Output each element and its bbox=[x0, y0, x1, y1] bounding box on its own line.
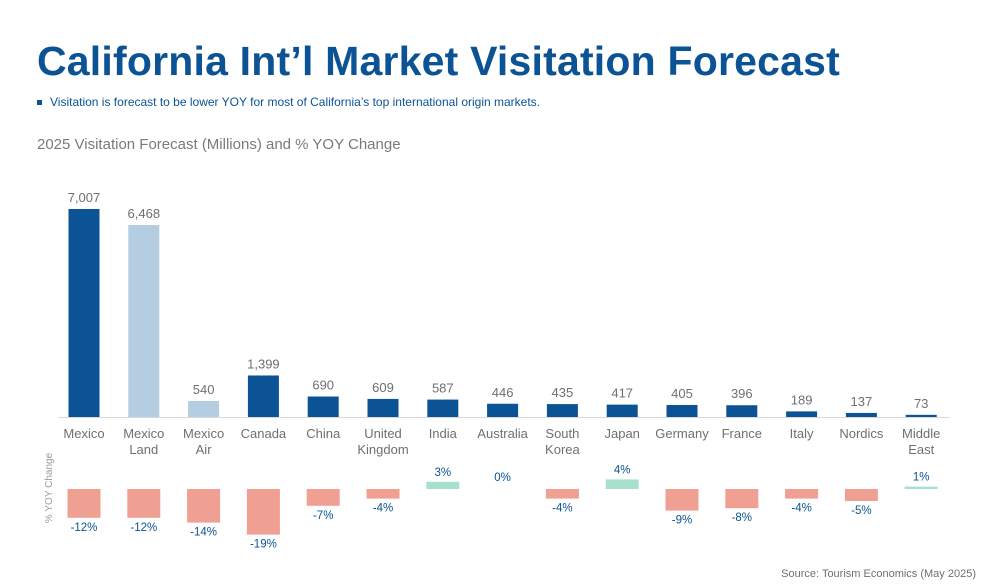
yoy-value-label: -7% bbox=[313, 510, 333, 522]
yoy-bar-china bbox=[306, 489, 340, 506]
forecast-value-label: 1,399 bbox=[247, 356, 280, 371]
forecast-bar-nordics bbox=[845, 412, 877, 417]
forecast-value-label: 540 bbox=[193, 382, 215, 397]
yoy-value-label: 0% bbox=[494, 472, 511, 484]
category-label-france: France bbox=[722, 426, 762, 441]
category-label-australia: Australia bbox=[477, 426, 528, 441]
yoy-bar-germany bbox=[665, 489, 699, 511]
bullet-icon bbox=[37, 100, 42, 106]
yoy-bar-middle-east bbox=[904, 486, 938, 489]
category-label-middle-east: Middle East bbox=[902, 426, 940, 457]
forecast-bar-germany bbox=[666, 404, 698, 417]
chart-subtitle: 2025 Visitation Forecast (Millions) and … bbox=[37, 136, 401, 153]
category-label-south-korea: South Korea bbox=[545, 426, 580, 457]
category-label-mexico: Mexico bbox=[63, 426, 104, 441]
category-label-china: China bbox=[306, 426, 341, 441]
forecast-value-label: 396 bbox=[731, 386, 753, 401]
yoy-axis-title: % YOY Change bbox=[44, 452, 55, 523]
yoy-value-label: -12% bbox=[71, 522, 98, 534]
forecast-bar-mexico-air bbox=[188, 400, 220, 417]
forecast-value-label: 405 bbox=[671, 386, 693, 401]
forecast-bar-france bbox=[726, 405, 758, 417]
yoy-bar-japan bbox=[605, 479, 639, 489]
page-title: California Int’l Market Visitation Forec… bbox=[37, 38, 840, 84]
forecast-value-label: 609 bbox=[372, 380, 394, 395]
yoy-value-label: -4% bbox=[791, 503, 811, 515]
forecast-bar-united-kingdom bbox=[367, 398, 399, 417]
yoy-bar-nordics bbox=[844, 489, 878, 501]
forecast-bar-japan bbox=[606, 404, 638, 417]
forecast-value-label: 7,007 bbox=[68, 190, 101, 205]
yoy-bar-canada bbox=[246, 489, 280, 535]
summary-text: Visitation is forecast to be lower YOY f… bbox=[50, 95, 541, 109]
forecast-bar-mexico bbox=[68, 209, 100, 417]
category-label-germany: Germany bbox=[655, 426, 709, 441]
yoy-value-label: 1% bbox=[913, 472, 930, 484]
category-label-united-kingdom: United Kingdom bbox=[357, 426, 408, 457]
yoy-value-label: 4% bbox=[614, 464, 631, 476]
yoy-bar-south-korea bbox=[545, 489, 579, 499]
category-label-india: India bbox=[429, 426, 458, 441]
yoy-value-label: 3% bbox=[434, 467, 451, 479]
forecast-bar-middle-east bbox=[905, 414, 937, 417]
category-labels-group: Mexico Mexico Land Mexico Air Canada China Unit… bbox=[63, 426, 940, 457]
yoy-value-label: -9% bbox=[672, 515, 692, 527]
yoy-bar-united-kingdom bbox=[366, 489, 400, 499]
yoy-value-label: -14% bbox=[190, 527, 217, 539]
forecast-value-label: 435 bbox=[552, 385, 574, 400]
forecast-value-label: 417 bbox=[611, 386, 633, 401]
yoy-bar-mexico-air bbox=[187, 489, 221, 523]
yoy-value-label: -8% bbox=[732, 512, 752, 524]
category-label-mexico-land: Mexico Land bbox=[123, 426, 164, 457]
forecast-value-label: 189 bbox=[791, 392, 813, 407]
yoy-bar-mexico-land bbox=[127, 489, 161, 518]
forecast-bar-china bbox=[307, 396, 339, 417]
forecast-bar-canada bbox=[247, 375, 279, 417]
yoy-bar-mexico bbox=[67, 489, 101, 518]
summary-bullet: Visitation is forecast to be lower YOY f… bbox=[37, 95, 540, 109]
yoy-value-label: -19% bbox=[250, 539, 277, 551]
yoy-bar-italy bbox=[785, 489, 819, 499]
yoy-value-label: -4% bbox=[552, 503, 572, 515]
forecast-bar-south-korea bbox=[546, 404, 578, 417]
category-label-mexico-air: Mexico Air bbox=[183, 426, 224, 457]
forecast-bar-italy bbox=[786, 411, 818, 417]
forecast-value-label: 446 bbox=[492, 385, 514, 400]
forecast-value-label: 587 bbox=[432, 381, 454, 396]
yoy-bars-group: -12% -12% -14% -19% -7% -4% 3% 0% -4% 4% -9% -8% -4%… bbox=[67, 464, 938, 551]
category-label-italy: Italy bbox=[790, 426, 814, 441]
yoy-bar-india bbox=[426, 481, 460, 489]
category-label-japan: Japan bbox=[604, 426, 639, 441]
forecast-value-label: 690 bbox=[312, 378, 334, 393]
forecast-bar-india bbox=[427, 399, 459, 417]
yoy-bar-france bbox=[725, 489, 759, 509]
forecast-value-label: 73 bbox=[914, 396, 928, 411]
yoy-value-label: -5% bbox=[851, 505, 871, 517]
forecast-value-label: 137 bbox=[851, 394, 873, 409]
yoy-value-label: -12% bbox=[130, 522, 157, 534]
forecast-value-label: 6,468 bbox=[128, 206, 161, 221]
forecast-bar-mexico-land bbox=[128, 225, 160, 417]
category-label-nordics: Nordics bbox=[839, 426, 884, 441]
source-note: Source: Tourism Economics (May 2025) bbox=[781, 568, 976, 580]
forecast-bars-group: 7,007 6,468 540 1,399 690 609 587 446 435 417 405 3… bbox=[68, 190, 937, 417]
forecast-bar-australia bbox=[487, 403, 519, 417]
category-label-canada: Canada bbox=[241, 426, 287, 441]
yoy-value-label: -4% bbox=[373, 503, 393, 515]
